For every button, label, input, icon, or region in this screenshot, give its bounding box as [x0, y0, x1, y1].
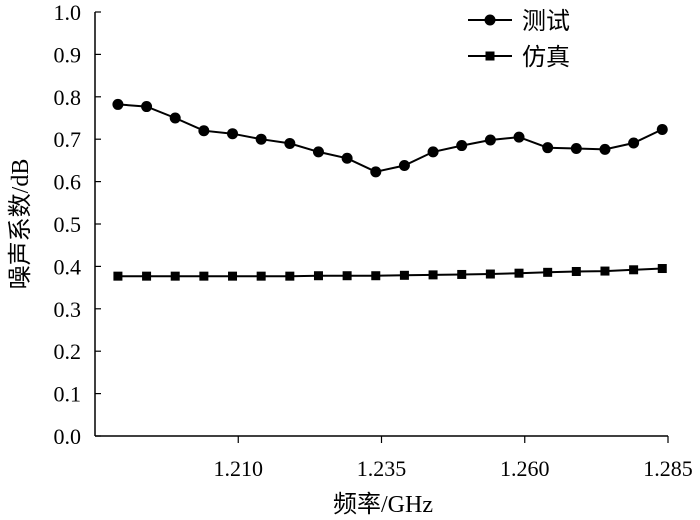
data-point-square: [170, 271, 180, 281]
legend-label: 仿真: [522, 44, 570, 71]
data-point-circle: [255, 133, 267, 145]
series-layer: [112, 98, 668, 281]
data-point-circle: [112, 98, 124, 110]
series-measured: [112, 98, 668, 178]
y-tick-label: 1.0: [54, 0, 82, 25]
axes: [94, 12, 668, 437]
data-point-circle: [198, 125, 210, 137]
legend-marker-circle: [484, 14, 496, 26]
data-point-circle: [599, 143, 611, 155]
data-point-circle: [312, 146, 324, 158]
data-point-square: [629, 265, 639, 275]
data-point-square: [113, 271, 123, 281]
data-point-square: [485, 269, 495, 279]
y-tick-label: 0.4: [54, 254, 82, 279]
data-point-circle: [656, 123, 668, 135]
data-point-circle: [341, 152, 353, 164]
data-point-circle: [628, 137, 640, 149]
y-tick-label: 0.3: [54, 297, 82, 322]
x-tick-label: 1.285: [643, 456, 693, 481]
data-point-circle: [370, 166, 382, 178]
y-tick-label: 0.1: [54, 382, 82, 407]
series-line: [117, 267, 663, 278]
data-point-square: [399, 270, 409, 280]
x-tick-label: 1.260: [500, 456, 550, 481]
x-axis-title: 频率/GHz: [333, 491, 433, 518]
data-point-square: [543, 267, 553, 277]
x-tick-label: 1.210: [214, 456, 264, 481]
y-tick-label: 0.8: [54, 85, 82, 110]
data-point-circle: [169, 112, 181, 124]
data-point-square: [600, 266, 610, 276]
x-tick-label: 1.235: [357, 456, 407, 481]
y-tick-label: 0.5: [54, 212, 82, 237]
data-point-circle: [141, 101, 153, 113]
data-point-circle: [484, 134, 496, 146]
data-point-circle: [570, 143, 582, 155]
data-point-square: [457, 269, 467, 279]
data-point-square: [571, 266, 581, 276]
legend-item: 仿真: [468, 44, 570, 71]
legend-marker-square: [485, 51, 495, 61]
y-tick-label: 0.7: [54, 127, 82, 152]
data-point-square: [342, 271, 352, 281]
data-point-square: [657, 264, 667, 274]
data-point-square: [228, 271, 238, 281]
data-point-circle: [227, 128, 239, 140]
data-point-square: [428, 270, 438, 280]
data-point-square: [199, 271, 209, 281]
x-axis-ticks: 1.210 1.235 1.260 1.285: [214, 436, 693, 481]
legend-label: 测试: [522, 8, 570, 35]
data-point-square: [256, 271, 266, 281]
legend-item: 测试: [468, 8, 570, 35]
y-tick-label: 0.2: [54, 339, 82, 364]
data-point-square: [285, 271, 295, 281]
y-axis-title: 噪声系数/dB: [7, 159, 34, 290]
data-point-circle: [456, 140, 468, 152]
data-point-square: [313, 271, 323, 281]
series-simulated: [113, 264, 667, 281]
y-axis-ticks: 0.0 0.1 0.2 0.3 0.4 0.5 0.6 0.7 0.8 0.9 1.0: [54, 0, 101, 449]
data-point-circle: [427, 146, 439, 158]
data-point-circle: [542, 142, 554, 154]
data-point-circle: [284, 137, 296, 149]
data-point-square: [371, 271, 381, 281]
data-point-circle: [513, 131, 525, 143]
data-point-square: [514, 268, 524, 278]
y-tick-label: 0.6: [54, 170, 82, 195]
y-tick-label: 0.9: [54, 42, 82, 67]
data-point-circle: [398, 159, 410, 171]
data-point-square: [142, 271, 152, 281]
y-tick-label: 0.0: [54, 424, 82, 449]
series-line: [117, 103, 663, 173]
